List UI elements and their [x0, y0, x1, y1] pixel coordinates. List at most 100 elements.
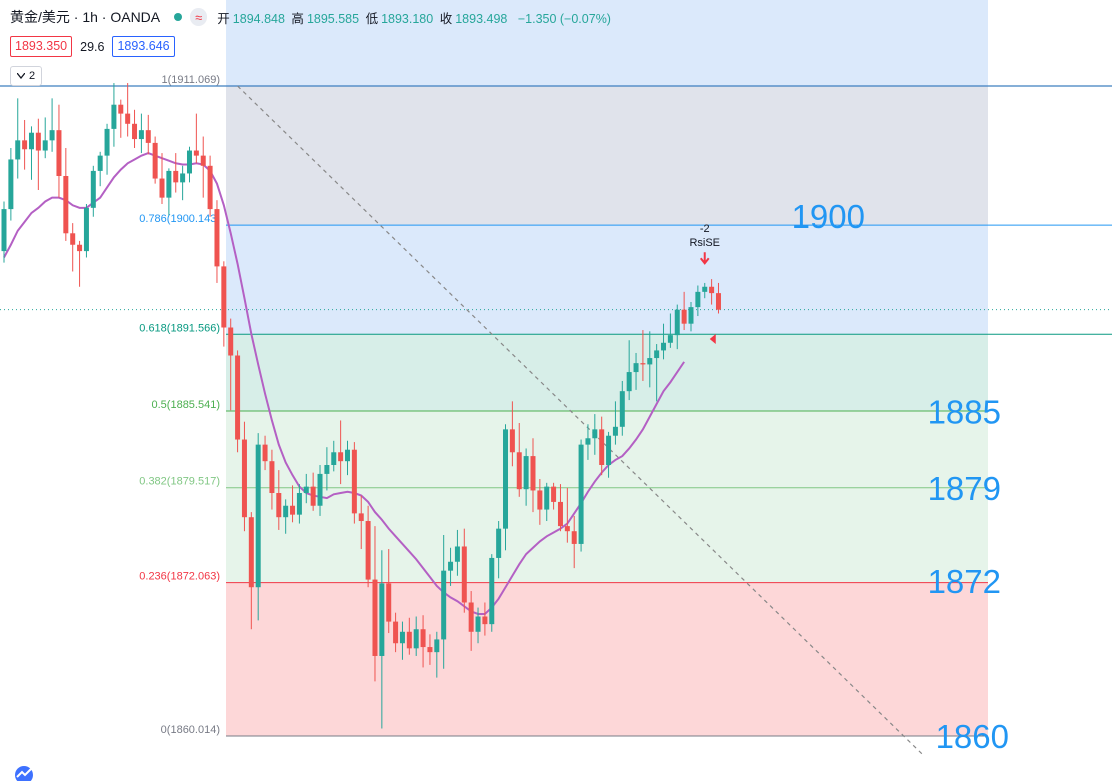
- candle-body: [530, 456, 536, 491]
- candle-body: [612, 426, 618, 436]
- candle-body: [619, 391, 625, 427]
- candle-body: [475, 616, 481, 632]
- sell-price-button[interactable]: 1893.350: [10, 36, 73, 57]
- candle-body: [310, 486, 316, 506]
- candle-body: [640, 363, 646, 365]
- candle-body: [97, 155, 103, 171]
- candle-body: [516, 452, 522, 490]
- fib-zone-1-0786: [226, 86, 988, 226]
- candle-body: [365, 521, 371, 580]
- candle-body: [241, 439, 247, 518]
- candle-body: [200, 155, 206, 166]
- signal-marker-icon: [709, 333, 716, 344]
- candle-body: [193, 150, 199, 156]
- fib-zone-top: [226, 0, 988, 86]
- candle-body: [647, 358, 653, 365]
- candle-body: [77, 244, 83, 252]
- price-level-label: 1879: [928, 470, 1001, 507]
- candle-body: [248, 517, 254, 588]
- candle-body: [22, 140, 28, 150]
- candle-body: [386, 583, 392, 622]
- candle-body: [70, 233, 76, 245]
- candle-body: [180, 173, 186, 183]
- candle-body: [276, 493, 282, 518]
- buy-price-button[interactable]: 1893.646: [112, 36, 175, 57]
- symbol-title[interactable]: 黄金/美元 · 1h · OANDA: [10, 9, 161, 25]
- candle-body: [235, 355, 241, 440]
- candle-body: [358, 513, 364, 522]
- candle-body: [338, 452, 344, 462]
- candle-body: [351, 449, 357, 514]
- high-label: 高: [291, 11, 304, 26]
- candle-body: [111, 104, 117, 129]
- candle-body: [571, 531, 577, 544]
- candle-body: [544, 486, 550, 510]
- candle-body: [269, 461, 275, 494]
- open-label: 开: [217, 11, 230, 26]
- change-value: −1.350 (−0.07%): [517, 11, 611, 26]
- chart-header: 黄金/美元 · 1h · OANDA ≈ 开 1894.848 高 1895.585…: [0, 0, 614, 34]
- close-value: 1893.498: [455, 11, 508, 26]
- candle-body: [523, 456, 529, 490]
- candle-body: [427, 647, 433, 653]
- candle-body: [8, 159, 14, 210]
- candle-body: [551, 486, 557, 502]
- candle-body: [496, 528, 502, 558]
- signal-count-label: -2: [700, 223, 710, 235]
- tradingview-logo-icon[interactable]: [12, 765, 36, 781]
- quote-row: 1893.350 29.6 1893.646: [10, 36, 175, 57]
- candle-body: [585, 438, 591, 445]
- candle-body: [372, 579, 378, 656]
- close-label: 收: [439, 11, 453, 26]
- candle-body: [695, 291, 701, 308]
- market-open-icon: [174, 13, 183, 21]
- candle-body: [661, 342, 667, 351]
- candle-body: [441, 570, 447, 640]
- candle-body: [214, 209, 220, 267]
- candle-body: [626, 372, 632, 392]
- candle-body: [434, 639, 440, 653]
- candle-body: [42, 140, 48, 151]
- fib-level-label: 0.382(1879.517): [139, 476, 220, 488]
- fib-zone-0618-05: [226, 334, 988, 412]
- moving-average-line: [3, 152, 685, 615]
- candle-body: [633, 363, 639, 373]
- high-value: 1895.585: [306, 11, 360, 26]
- candle-body: [1, 209, 7, 252]
- candle-body: [56, 130, 62, 176]
- candle-body: [296, 493, 302, 515]
- candle-body: [482, 616, 488, 625]
- candle-body: [413, 629, 419, 649]
- candle-body: [509, 429, 515, 453]
- candle-body: [379, 583, 385, 656]
- candle-body: [688, 307, 694, 324]
- candle-body: [228, 327, 234, 356]
- fib-level-label: 0.618(1891.566): [139, 322, 220, 334]
- candle-body: [152, 142, 158, 179]
- indicators-count: 2: [28, 70, 36, 82]
- candle-body: [49, 130, 55, 141]
- candle-body: [159, 178, 165, 198]
- candle-body: [28, 132, 34, 150]
- candle-body: [702, 286, 708, 292]
- candle-body: [283, 505, 289, 518]
- candle-body: [90, 170, 96, 208]
- candle-body: [667, 335, 673, 343]
- candle-body: [303, 486, 309, 494]
- spread-value: 29.6: [80, 39, 105, 54]
- candle-body: [173, 170, 179, 183]
- price-level-label: 1860: [936, 718, 1009, 755]
- candle-body: [35, 132, 41, 151]
- candle-body: [262, 444, 268, 462]
- indicators-toggle-button[interactable]: 2: [10, 66, 42, 86]
- sell-signal-arrow-icon: [699, 252, 710, 265]
- candle-body: [166, 170, 172, 198]
- candle-body: [290, 505, 296, 515]
- candle-body: [715, 293, 721, 310]
- candle-body: [221, 266, 227, 328]
- low-value: 1893.180: [381, 11, 434, 26]
- candle-body: [592, 429, 598, 439]
- indicator-pill[interactable]: ≈: [190, 8, 208, 26]
- candle-body: [537, 490, 543, 510]
